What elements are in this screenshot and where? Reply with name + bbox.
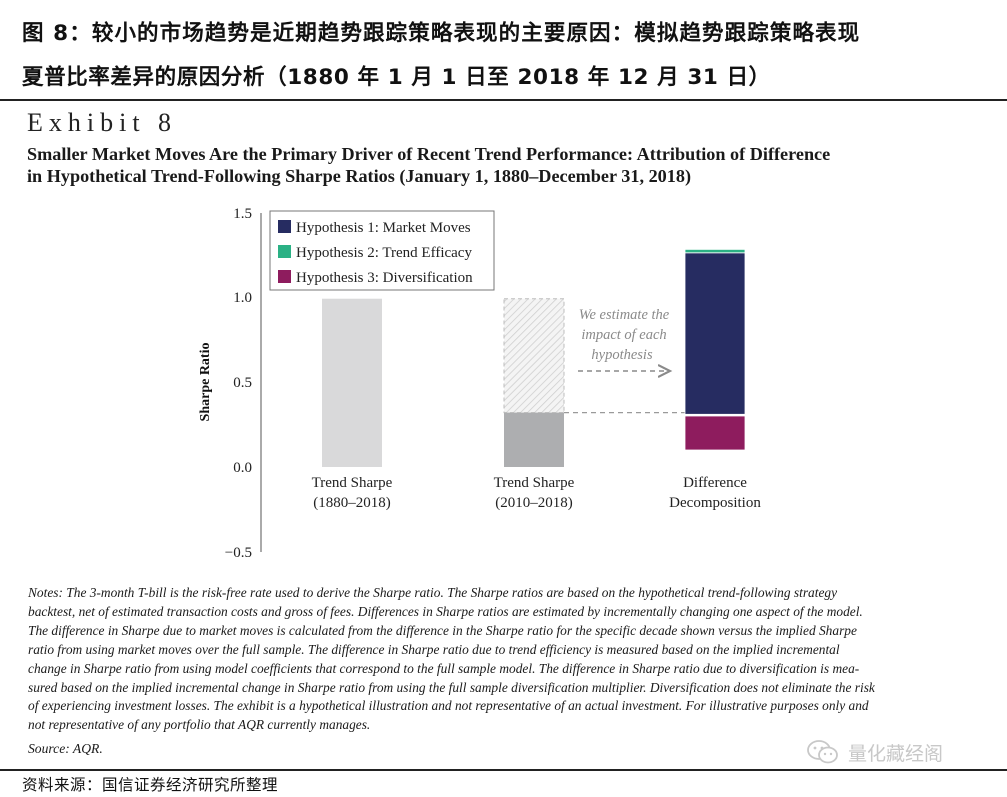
legend-swatch-trend-efficacy bbox=[278, 245, 291, 258]
bar-segment-market-moves bbox=[684, 252, 746, 415]
top-rule bbox=[0, 99, 1007, 101]
x-category-label: Difference bbox=[683, 475, 747, 491]
annotation-line: hypothesis bbox=[591, 347, 653, 363]
watermark: 量化藏经阁 bbox=[806, 739, 943, 765]
legend: Hypothesis 1: Market Moves Hypothesis 2:… bbox=[269, 210, 495, 291]
legend-swatch-diversification bbox=[278, 270, 291, 283]
exhibit-label-text: Exhibit 8 bbox=[27, 108, 178, 137]
sharpe-attribution-chart: 1.5 1.0 0.5 0.0 −0.5 Sharpe Ratio We est… bbox=[198, 206, 762, 561]
notes-line: Notes: The 3-month T-bill is the risk-fr… bbox=[28, 585, 838, 600]
notes: Notes: The 3-month T-bill is the risk-fr… bbox=[28, 584, 998, 735]
legend-box bbox=[269, 210, 495, 291]
x-axis-labels: Trend Sharpe (1880–2018) Trend Sharpe (2… bbox=[312, 475, 762, 511]
annotation: We estimate the impact of each hypothesi… bbox=[578, 307, 670, 371]
y-tick-label: −0.5 bbox=[225, 545, 252, 561]
notes-line: not representative of any portfolio that… bbox=[28, 717, 371, 733]
legend-label: Hypothesis 1: Market Moves bbox=[296, 220, 471, 236]
x-category-label: Trend Sharpe bbox=[494, 475, 575, 491]
chart-bars bbox=[322, 249, 746, 467]
chinese-figure-header: 图 8：较小的市场趋势是近期趋势跟踪策略表现的主要原因：模拟趋势跟踪策略表现 夏… bbox=[0, 0, 1007, 97]
bar-trend-1880-2018 bbox=[322, 298, 382, 467]
exhibit-label: Exhibit 8 bbox=[27, 108, 177, 138]
exhibit-title: Smaller Market Moves Are the Primary Dri… bbox=[27, 143, 987, 187]
x-category-label: (1880–2018) bbox=[313, 495, 391, 511]
notes-line: ratio from using market moves over the f… bbox=[28, 641, 840, 657]
notes-line: backtest, net of estimated transaction c… bbox=[28, 603, 863, 619]
legend-swatch-market-moves bbox=[278, 220, 291, 233]
bar-trend-2010-2018-gap-outline bbox=[503, 298, 565, 414]
watermark-text: 量化藏经阁 bbox=[848, 742, 944, 765]
footer-source: 资料来源：国信证券经济研究所整理 bbox=[22, 776, 279, 794]
y-tick-label: 1.5 bbox=[233, 206, 252, 222]
chinese-title-line1: 图 8：较小的市场趋势是近期趋势跟踪策略表现的主要原因：模拟趋势跟踪策略表现 bbox=[22, 21, 861, 46]
source-note: Source: AQR. bbox=[28, 741, 103, 756]
chinese-title-line2: 夏普比率差异的原因分析（1880 年 1 月 1 日至 2018 年 12 月 … bbox=[22, 65, 771, 90]
annotation-line: impact of each bbox=[581, 327, 666, 343]
y-tick-label: 1.0 bbox=[233, 290, 252, 306]
y-tick-label: 0.5 bbox=[233, 375, 252, 391]
bottom-rule bbox=[0, 769, 1007, 771]
x-category-label: Decomposition bbox=[669, 495, 761, 511]
x-category-label: (2010–2018) bbox=[495, 495, 573, 511]
notes-line: The difference in Sharpe due to market m… bbox=[28, 622, 857, 638]
bar-segment-trend-efficacy bbox=[684, 249, 746, 254]
notes-line: change in Sharpe ratio from using model … bbox=[28, 660, 860, 676]
x-category-label: Trend Sharpe bbox=[312, 475, 393, 491]
y-axis: 1.5 1.0 0.5 0.0 −0.5 Sharpe Ratio bbox=[198, 206, 262, 561]
wechat-icon bbox=[807, 740, 838, 764]
bar-segment-diversification bbox=[684, 415, 746, 451]
y-axis-title: Sharpe Ratio bbox=[198, 343, 213, 422]
annotation-line: We estimate the bbox=[579, 307, 670, 323]
legend-label: Hypothesis 2: Trend Efficacy bbox=[296, 245, 472, 261]
legend-label: Hypothesis 3: Diversification bbox=[296, 270, 473, 286]
bar-trend-2010-2018 bbox=[504, 412, 564, 467]
y-tick-label: 0.0 bbox=[233, 460, 252, 476]
notes-line: sured based on the implied incremental c… bbox=[28, 679, 875, 695]
notes-line: of experiencing investment losses. The e… bbox=[28, 698, 869, 714]
exhibit-title-line1: Smaller Market Moves Are the Primary Dri… bbox=[27, 144, 831, 164]
exhibit-title-line2: in Hypothetical Trend-Following Sharpe R… bbox=[27, 166, 692, 186]
